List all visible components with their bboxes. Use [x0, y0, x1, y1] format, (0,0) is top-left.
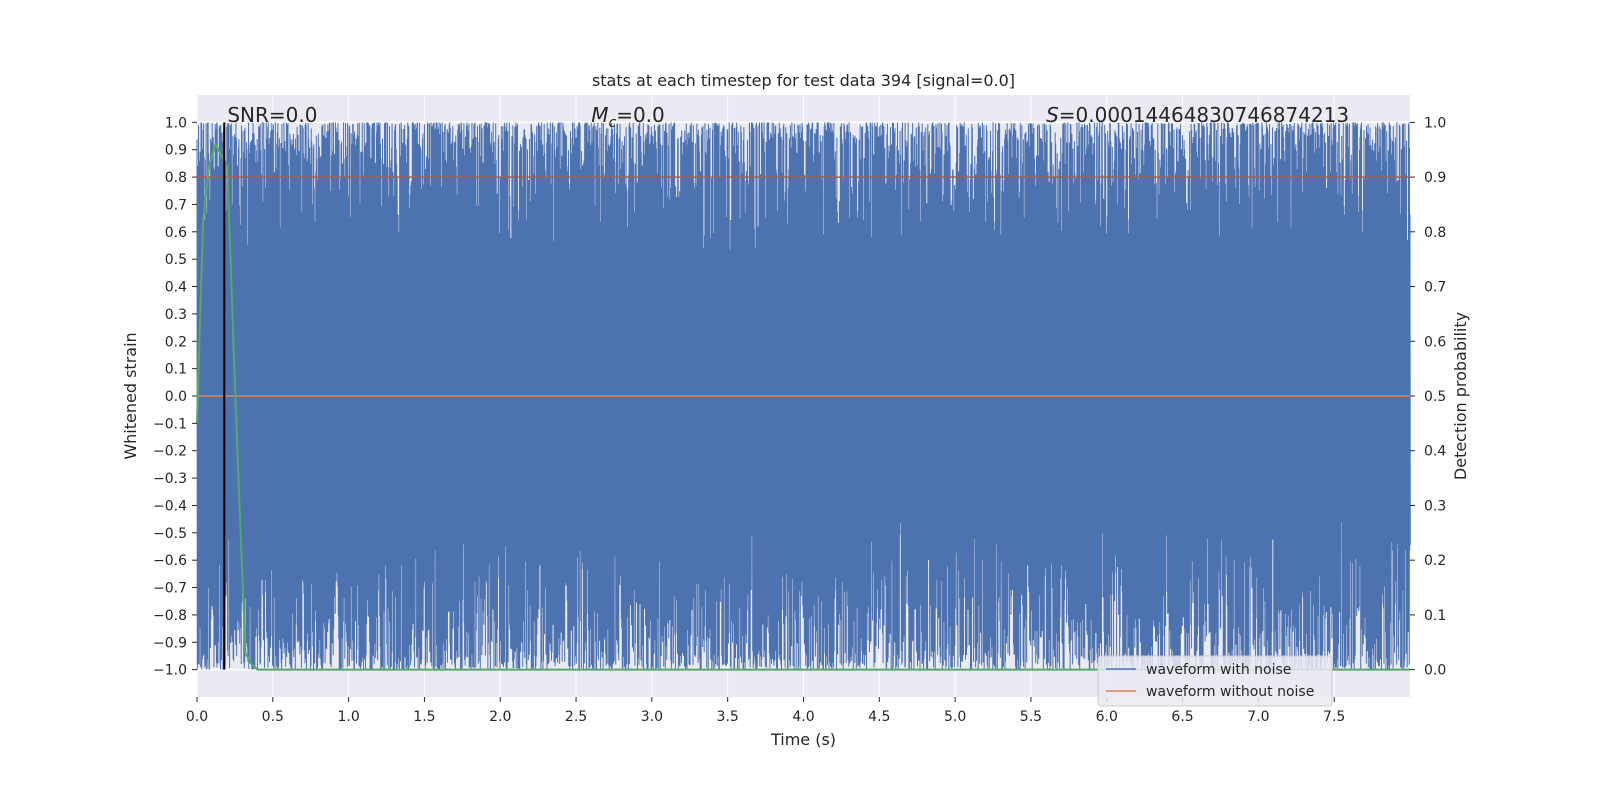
y-tick-label: −0.5 [153, 526, 187, 542]
x-tick-label: 5.0 [944, 709, 966, 725]
y-tick-label: 0.4 [165, 280, 187, 296]
chart-title: stats at each timestep for test data 394… [592, 71, 1015, 90]
y-tick-label: 0.7 [165, 197, 187, 213]
chart-marks [196, 122, 1411, 671]
x-tick-label: 1.5 [413, 709, 435, 725]
y-tick-label: −1.0 [153, 663, 187, 679]
mc-symbol: M [591, 103, 608, 127]
mc-value: =0.0 [616, 103, 665, 127]
y-axis-label: Whitened strain [121, 332, 140, 459]
y-tick-label: −0.1 [153, 416, 187, 432]
y-tick-label: −0.7 [153, 581, 187, 597]
y-tick-label: 1.0 [165, 115, 187, 131]
x-tick-label: 2.5 [565, 709, 587, 725]
s-value: =0.00014464830746874213 [1059, 103, 1349, 127]
y-tick-label: 0.0 [165, 389, 187, 405]
x-tick-label: 3.5 [717, 709, 739, 725]
x-axis-label: Time (s) [770, 730, 836, 749]
y2-tick-label: 0.0 [1424, 663, 1446, 679]
x-tick-label: 0.5 [262, 709, 284, 725]
y-tick-label: −0.6 [153, 553, 187, 569]
legend-box [1097, 655, 1333, 707]
x-tick-label: 7.0 [1247, 709, 1269, 725]
s-annotation: S=0.00014464830746874213 [1046, 103, 1349, 127]
y-tick-label: 0.9 [165, 143, 187, 159]
y2-tick-label: 0.2 [1424, 553, 1446, 569]
mc-subscript: c [608, 115, 616, 131]
y-tick-label: −0.3 [153, 471, 187, 487]
x-tick-label: 1.0 [337, 709, 359, 725]
y2-tick-label: 0.3 [1424, 498, 1446, 514]
legend: waveform with noise waveform without noi… [1097, 655, 1333, 707]
y-tick-label: −0.9 [153, 635, 187, 651]
x-tick-label: 6.5 [1171, 709, 1193, 725]
y-tick-label: −0.4 [153, 498, 187, 514]
x-axis: 0.0 0.5 1.0 1.5 2.0 2.5 3.0 3.5 4.0 4.5 5.0 5.5 6.0 6… [186, 697, 1345, 725]
x-tick-label: 7.5 [1323, 709, 1345, 725]
y-tick-label: 0.1 [165, 362, 187, 378]
y2-axis-label: Detection probability [1451, 312, 1470, 480]
y-axis-right: 1.0 0.9 0.8 0.7 0.6 0.5 0.4 0.3 0.2 0.1 0.0 [1410, 115, 1446, 679]
y2-tick-label: 0.7 [1424, 280, 1446, 296]
snr-annotation: SNR=0.0 [227, 103, 317, 127]
y-tick-label: 0.5 [165, 252, 187, 268]
x-tick-label: 6.0 [1096, 709, 1118, 725]
y-tick-label: 0.8 [165, 170, 187, 186]
y2-tick-label: 0.9 [1424, 170, 1446, 186]
y-axis-left: 1.0 0.9 0.8 0.7 0.6 0.5 0.4 0.3 0.2 0.1 0.0 −0.1 −0.… [153, 115, 197, 679]
y2-tick-label: 0.1 [1424, 608, 1446, 624]
y-tick-label: 0.6 [165, 225, 187, 241]
x-tick-label: 5.5 [1020, 709, 1042, 725]
x-tick-label: 0.0 [186, 709, 208, 725]
y-tick-label: 0.3 [165, 307, 187, 323]
x-tick-label: 4.5 [868, 709, 890, 725]
y-tick-label: −0.8 [153, 608, 187, 624]
series-detection-probability [196, 141, 1410, 671]
y2-tick-label: 0.8 [1424, 225, 1446, 241]
y2-tick-label: 0.5 [1424, 389, 1446, 405]
legend-label-waveform-without-noise: waveform without noise [1146, 684, 1314, 700]
chirp-mass-annotation: Mc=0.0 [591, 103, 665, 131]
series-waveform-with-noise-core [197, 259, 1410, 520]
legend-label-waveform-with-noise: waveform with noise [1146, 662, 1291, 678]
y2-tick-label: 0.6 [1424, 334, 1446, 350]
s-symbol: S [1046, 103, 1059, 127]
y-tick-label: −0.2 [153, 444, 187, 460]
y-tick-label: 0.2 [165, 334, 187, 350]
annotations: SNR=0.0 Mc=0.0 S=0.00014464830746874213 [227, 103, 1349, 131]
x-tick-label: 2.0 [489, 709, 511, 725]
x-tick-label: 4.0 [792, 709, 814, 725]
y2-tick-label: 0.4 [1424, 444, 1446, 460]
x-tick-label: 3.0 [641, 709, 663, 725]
y2-tick-label: 1.0 [1424, 115, 1446, 131]
